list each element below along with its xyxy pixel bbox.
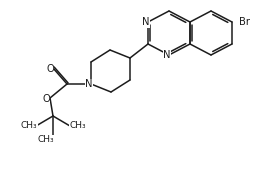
Text: CH₃: CH₃ xyxy=(21,121,37,130)
Text: N: N xyxy=(85,79,93,89)
Text: O: O xyxy=(42,94,50,104)
Text: N: N xyxy=(163,50,171,60)
Text: O: O xyxy=(46,64,54,74)
Text: N: N xyxy=(142,17,150,27)
Text: CH₃: CH₃ xyxy=(70,121,86,130)
Text: Br: Br xyxy=(239,17,250,27)
Text: CH₃: CH₃ xyxy=(38,135,54,144)
